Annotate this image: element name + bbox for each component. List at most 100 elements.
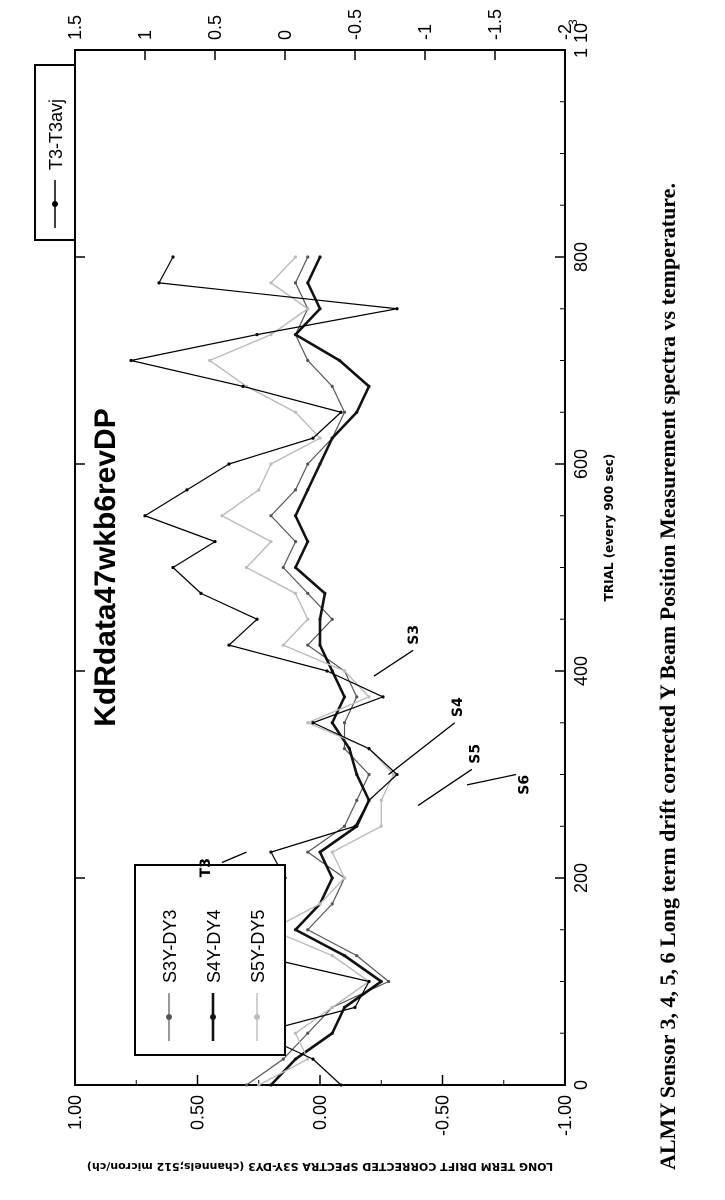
y-tick-label: 0.50 [188, 1095, 208, 1130]
data-point [281, 565, 285, 570]
data-point [342, 695, 347, 699]
x-axis-label: TRIAL (every 900 sec) [602, 454, 616, 602]
annotation-arrow [373, 649, 414, 677]
legend-marker [210, 1014, 216, 1020]
data-point [306, 358, 310, 363]
data-point [355, 695, 359, 699]
data-point [353, 824, 357, 828]
y-right-tick-label: 0.5 [205, 15, 225, 40]
data-point [338, 358, 342, 363]
data-point [318, 436, 322, 440]
data-point [293, 540, 298, 544]
figure-caption: ALMY Sensor 3, 4, 5, 6 Long term drift c… [655, 183, 680, 1170]
data-point [339, 1083, 343, 1087]
data-point [255, 333, 259, 337]
data-point [330, 436, 334, 440]
x-tick-label: 200 [571, 863, 591, 893]
data-point [306, 540, 310, 544]
data-point [318, 462, 322, 466]
x-multiplier-exp: 3 [566, 19, 580, 26]
data-point [330, 954, 334, 958]
y-axis-label: LONG TERM DRIFT CORRECTED SPECTRA S3Y-DY… [87, 1160, 553, 1173]
data-point [318, 643, 322, 647]
data-point [241, 384, 245, 388]
data-point [293, 488, 298, 492]
data-point [342, 1005, 347, 1009]
y-right-tick-label: -2 [555, 24, 575, 40]
data-point [306, 488, 310, 492]
data-point [293, 410, 298, 414]
y-right-tick-label: 1 [135, 30, 155, 40]
data-point [330, 617, 334, 621]
data-point [318, 902, 322, 906]
data-point [395, 772, 399, 777]
data-point [257, 488, 261, 492]
data-point [281, 643, 285, 647]
data-point [143, 514, 147, 518]
data-point [318, 307, 322, 311]
data-point [342, 747, 347, 751]
data-point [342, 824, 347, 828]
legend-label: T3-T3avj [46, 99, 66, 170]
data-point [306, 281, 310, 285]
data-point [367, 384, 371, 388]
data-point [355, 772, 359, 777]
y-tick-label: 0.00 [310, 1095, 330, 1130]
x-tick-label: 400 [571, 656, 591, 686]
data-point [306, 255, 310, 259]
data-point [269, 540, 273, 544]
data-point [330, 1031, 334, 1035]
data-point [318, 617, 322, 621]
data-point [306, 643, 310, 647]
x-tick-label: 800 [571, 242, 591, 272]
data-point [318, 850, 322, 854]
data-point [355, 410, 359, 414]
legend-box [134, 864, 286, 1056]
x-tick-label: 600 [571, 449, 591, 479]
annotation-label: S6 [516, 775, 532, 795]
data-point [171, 255, 175, 259]
data-point [306, 1057, 310, 1061]
y-right-tick-label: -0.5 [345, 9, 365, 40]
data-point [293, 928, 298, 932]
data-point [306, 721, 310, 725]
data-point [281, 1057, 285, 1061]
data-point [293, 514, 298, 518]
data-point [269, 462, 273, 466]
data-point [367, 695, 371, 699]
data-point [330, 876, 334, 880]
data-point [342, 876, 347, 880]
data-point [330, 669, 334, 673]
data-point [293, 1031, 298, 1035]
data-point [257, 1083, 261, 1087]
data-point [367, 747, 371, 751]
data-point [306, 307, 310, 311]
data-point [318, 255, 322, 259]
data-point [330, 384, 334, 388]
data-point [185, 488, 189, 492]
data-point [355, 954, 359, 958]
legend-marker [166, 1014, 172, 1020]
legend-label: S4Y-DY4 [204, 910, 224, 983]
data-point [293, 565, 298, 570]
data-point [325, 669, 329, 673]
y-right-tick-label: 1.5 [65, 15, 85, 40]
data-point [355, 798, 359, 802]
data-point [379, 798, 383, 802]
data-point [293, 1057, 298, 1061]
annotation-label: S5 [467, 744, 483, 764]
annotation-label: T3 [198, 858, 214, 877]
data-point [342, 954, 347, 958]
data-point [311, 721, 315, 725]
data-point [306, 928, 310, 932]
annotation-label: S4 [450, 697, 466, 717]
data-point [395, 307, 399, 311]
data-point [255, 617, 259, 621]
data-point [347, 747, 351, 751]
data-point [306, 617, 310, 621]
data-point [353, 1005, 357, 1009]
legend-label: S5Y-DY5 [248, 910, 268, 983]
data-point [379, 824, 383, 828]
